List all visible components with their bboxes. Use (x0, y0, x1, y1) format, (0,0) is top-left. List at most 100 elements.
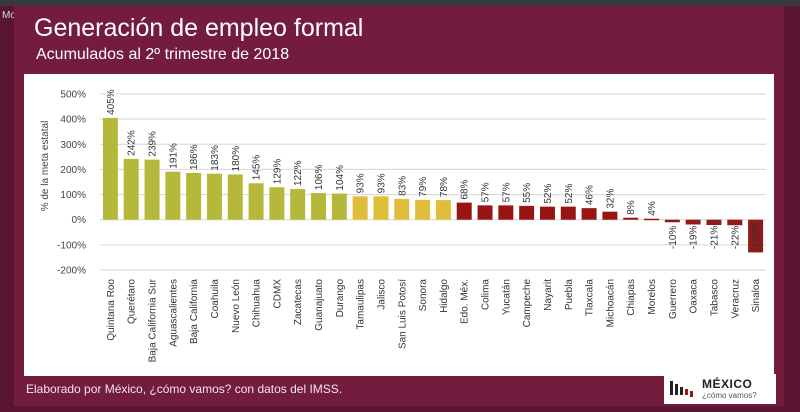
y-tick-label: 0% (72, 215, 87, 226)
data-label: -19% (689, 226, 700, 249)
bar (498, 205, 514, 220)
bar (311, 193, 327, 220)
x-category-label: Morelos (647, 279, 658, 315)
x-category-label: Aguascalientes (168, 279, 179, 347)
bar (248, 183, 264, 220)
x-category-label: Sinaloa (751, 279, 762, 313)
data-label: 239% (148, 131, 159, 157)
bar (373, 196, 389, 220)
source-note: Elaborado por México, ¿cómo vamos? con d… (26, 382, 343, 396)
bar (102, 117, 118, 220)
bar (581, 208, 597, 220)
x-category-label: Jalisco (376, 279, 387, 310)
bar (123, 158, 139, 220)
data-label: -21% (709, 226, 720, 249)
x-category-label: Baja California Sur (148, 278, 159, 362)
x-category-label: Yucatán (501, 279, 512, 315)
x-category-label: Zacatecas (293, 279, 304, 325)
bar (560, 206, 576, 220)
bar (519, 205, 535, 220)
bar (394, 198, 410, 220)
x-category-label: Campeche (522, 279, 533, 328)
y-axis: -200% -100% 0% 100% 200% 300% 400% 500% (57, 90, 86, 277)
data-label: 122% (293, 160, 304, 186)
window-label: Mo (2, 10, 16, 21)
data-label: 129% (272, 159, 283, 185)
bar (623, 217, 639, 220)
x-category-label: Nuevo León (231, 279, 242, 333)
x-category-label: Guanajuato (314, 279, 325, 331)
bar (186, 172, 202, 220)
y-tick-label: 100% (60, 190, 86, 201)
bar (727, 219, 743, 226)
logo-name: MÉXICO (702, 377, 753, 391)
y-tick-label: -200% (57, 266, 86, 277)
data-label: 104% (335, 165, 346, 191)
x-category-label: Colima (481, 279, 492, 311)
x-category-label: Oaxaca (689, 279, 700, 314)
x-category-label: CDMX (272, 279, 283, 309)
data-label: 57% (481, 182, 492, 202)
x-axis-labels: Quintana Roo Querétaro Baja California Sur… (106, 278, 762, 362)
x-category-label: Nayarit (543, 279, 554, 311)
data-label: 68% (460, 179, 471, 199)
bar (644, 218, 660, 221)
data-label: 79% (418, 177, 429, 197)
data-label: 106% (314, 164, 325, 190)
slide: Generación de empleo formal Acumulados a… (14, 6, 784, 406)
chart-panel: -200% -100% 0% 100% 200% 300% 400% 500% 405% 242… (24, 74, 774, 376)
x-category-label: Tamaulipas (356, 279, 367, 330)
x-category-label: Chiapas (626, 279, 637, 316)
x-category-label: Coahuila (210, 279, 221, 319)
bar (706, 219, 722, 225)
x-category-label: San Luis Potosí (397, 279, 408, 349)
bar (144, 159, 160, 220)
data-labels: 405% 242% 239% 191% 186% 183% 180% 145% 129% 122%… (106, 89, 762, 251)
x-category-label: Michoacán (605, 279, 616, 327)
x-category-label: Quintana Roo (106, 279, 117, 341)
bar (331, 193, 347, 220)
x-category-label: Edo. Méx. (460, 279, 471, 324)
y-tick-label: 400% (60, 115, 86, 126)
y-tick-label: 200% (60, 165, 86, 176)
data-label: 145% (252, 155, 263, 181)
data-label: -130% (751, 223, 762, 252)
y-tick-label: 300% (60, 140, 86, 151)
data-label: 32% (605, 189, 616, 209)
bars (102, 117, 764, 253)
bar (165, 171, 181, 220)
data-label: 183% (210, 145, 221, 171)
bar (435, 200, 451, 220)
data-label: 8% (626, 200, 637, 215)
bar (477, 205, 493, 220)
bar (685, 219, 701, 225)
x-category-label: Tlaxcala (585, 279, 596, 317)
data-label: 4% (647, 201, 658, 216)
x-category-label: Querétaro (127, 279, 138, 324)
grid-lines (100, 93, 766, 271)
bar (352, 196, 368, 220)
x-category-label: Puebla (564, 279, 575, 311)
bar (664, 219, 680, 223)
data-label: 57% (501, 182, 512, 202)
top-bar (0, 0, 800, 6)
data-label: -10% (668, 226, 679, 249)
slide-subtitle: Acumulados al 2º trimestre de 2018 (36, 46, 290, 63)
data-label: 93% (376, 173, 387, 193)
x-category-label: Hidalgo (439, 279, 450, 313)
x-category-label: Guerrero (668, 279, 679, 319)
x-category-label: Sonora (418, 279, 429, 312)
data-label: 52% (543, 184, 554, 204)
data-label: 242% (127, 130, 138, 156)
data-label: 78% (439, 177, 450, 197)
bar (269, 187, 285, 220)
y-tick-label: 500% (60, 90, 86, 101)
data-label: 55% (522, 183, 533, 203)
data-label: 93% (356, 173, 367, 193)
bar-chart: -200% -100% 0% 100% 200% 300% 400% 500% 405% 242… (40, 89, 766, 362)
logo-bars-icon (670, 381, 693, 397)
bar (539, 206, 555, 220)
data-label: 191% (168, 143, 179, 169)
data-label: 46% (585, 185, 596, 205)
bar (456, 202, 472, 220)
